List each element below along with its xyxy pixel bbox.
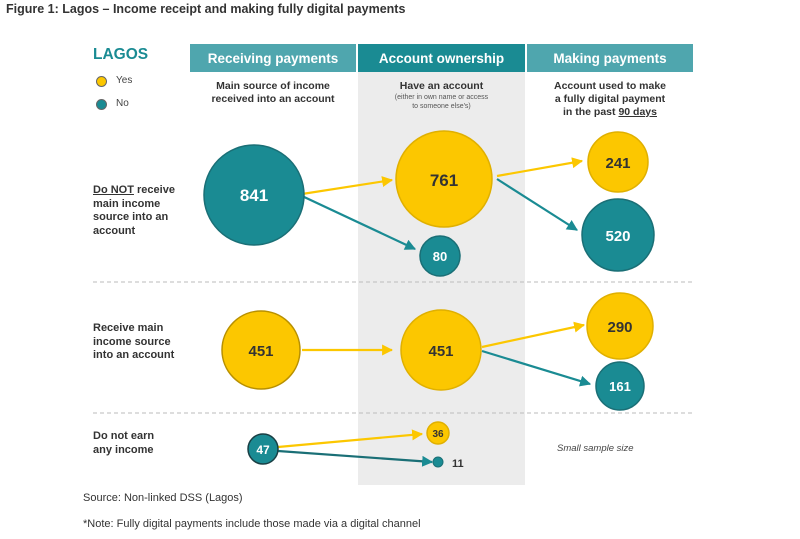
- label-520: 520: [605, 228, 630, 245]
- label-451-account: 451: [428, 343, 453, 360]
- label-241: 241: [605, 155, 630, 172]
- subtitle-making-line2: a fully digital payment: [554, 93, 666, 105]
- figure-title: Figure 1: Lagos – Income receipt and mak…: [6, 2, 406, 16]
- legend-no-swatch: [96, 99, 107, 110]
- row-label-no-receive-line3: source into an: [93, 211, 169, 223]
- row-label-no-receive-rest: receive: [133, 184, 175, 196]
- subtitle-ownership-main: Have an account: [399, 80, 484, 92]
- row-label-receive-line3: into an account: [93, 349, 175, 361]
- subtitle-making-line1: Account used to make: [553, 80, 667, 92]
- row-label-no-receive-line2: main income: [93, 197, 161, 210]
- node-no-account-11: [432, 456, 444, 468]
- arrow-47-to-36: [277, 429, 424, 449]
- node-no-income-47: [247, 433, 279, 465]
- subtitle-ownership-note1: (either in own name or access: [394, 94, 489, 101]
- legend-yes-swatch: [96, 76, 107, 87]
- node-digital-no-520: [581, 198, 655, 272]
- subtitle-receiving-line1: Main source of income: [216, 80, 330, 92]
- arrow-761-to-520: [496, 178, 578, 231]
- subtitle-ownership: Have an account (either in own name or a…: [358, 80, 525, 111]
- header-account-ownership: Account ownership: [358, 44, 525, 72]
- region-brand: LAGOS: [93, 46, 149, 63]
- row-label-no-receive-underlined: Do NOT: [93, 184, 134, 196]
- small-sample-note: Small sample size: [557, 443, 634, 454]
- label-290: 290: [607, 319, 632, 336]
- legend-no-label: No: [116, 98, 129, 109]
- label-47: 47: [256, 443, 270, 457]
- subtitle-receiving: Main source of income received into an a…: [190, 80, 356, 106]
- row-label-receive-line1: Receive main: [93, 322, 164, 334]
- subtitle-receiving-line2: received into an account: [211, 93, 335, 105]
- node-has-account-761: [395, 130, 493, 228]
- label-761: 761: [430, 171, 458, 190]
- row-label-receive: Receive main income source into an accou…: [93, 322, 174, 363]
- arrow-761-to-241: [496, 157, 584, 178]
- node-digital-yes-241: [587, 131, 649, 193]
- subtitle-making-line3-prefix: in the past: [563, 106, 619, 118]
- label-36: 36: [432, 429, 444, 440]
- node-has-account-36: [426, 421, 450, 445]
- subtitle-making-line3: in the past 90 days: [527, 106, 693, 119]
- node-has-account-451: [400, 309, 482, 391]
- row-label-no-receive-line1: Do NOT receive: [93, 184, 175, 198]
- row-label-no-income-line2: any income: [93, 443, 154, 456]
- source-note: Source: Non-linked DSS (Lagos): [83, 492, 243, 504]
- subtitle-making: Account used to make a fully digital pay…: [527, 80, 693, 119]
- row-label-receive-line2: income source: [93, 335, 171, 348]
- row-label-no-income: Do not earn any income: [93, 430, 154, 457]
- footnote: *Note: Fully digital payments include th…: [83, 518, 421, 530]
- row-label-no-income-line1: Do not earn: [93, 430, 155, 442]
- arrow-451-to-290: [481, 321, 586, 349]
- arrow-451-to-161: [481, 349, 592, 387]
- arrow-841-to-761: [301, 176, 394, 196]
- label-80: 80: [433, 249, 447, 264]
- arrow-47-to-11: [277, 449, 434, 467]
- label-451-receive: 451: [248, 343, 273, 360]
- header-making-payments: Making payments: [527, 44, 693, 72]
- node-receive-451: [221, 310, 301, 390]
- row-label-no-receive-line4: account: [93, 224, 136, 237]
- arrow-841-to-80: [301, 195, 416, 250]
- subtitle-making-line3-underlined: 90 days: [618, 106, 657, 118]
- label-161: 161: [609, 379, 631, 394]
- label-841: 841: [240, 186, 268, 205]
- node-no-account-80: [419, 235, 461, 277]
- node-digital-no-161: [595, 361, 645, 411]
- legend-yes-label: Yes: [116, 75, 133, 86]
- node-digital-yes-290: [586, 292, 654, 360]
- label-11: 11: [452, 458, 464, 470]
- row-label-no-receive: Do NOT receive main income source into a…: [93, 184, 175, 238]
- node-no-receive-841: [203, 144, 305, 246]
- subtitle-ownership-note2: to someone else's): [412, 103, 471, 110]
- header-receiving-payments: Receiving payments: [190, 44, 356, 72]
